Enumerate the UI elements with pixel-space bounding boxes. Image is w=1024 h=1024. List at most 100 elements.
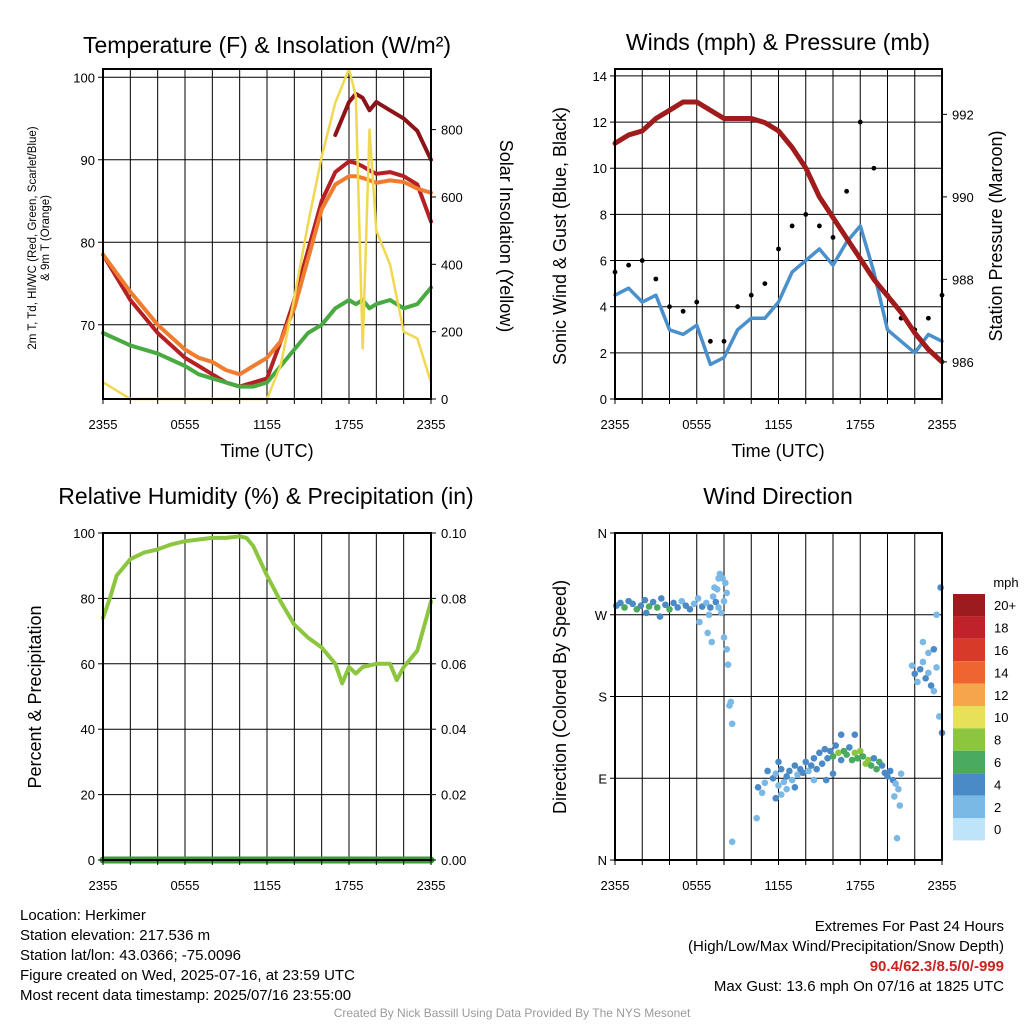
humidity-y-tick-label: 80 xyxy=(81,591,95,606)
speed-legend-label: 20+ xyxy=(994,598,1016,613)
direction-point xyxy=(822,776,830,784)
gust-point xyxy=(925,315,931,321)
humidity-x-tick-label: 2355 xyxy=(89,878,118,893)
direction-point xyxy=(935,713,943,720)
wind-direction-plot-frame xyxy=(614,532,943,861)
series-line-t9m xyxy=(101,174,433,377)
wind-direction-panel-title: Wind Direction xyxy=(703,483,853,509)
direction-point xyxy=(870,754,878,762)
humidity-y-tick-label: 20 xyxy=(81,788,95,803)
gust-point xyxy=(830,235,836,240)
direction-point xyxy=(649,598,657,606)
temperature-y2-tick-label: 0 xyxy=(441,392,448,407)
direction-point xyxy=(641,596,649,604)
temperature-y-label-line2: & 9m T (Orange) xyxy=(40,195,52,281)
series-line-rh xyxy=(101,534,433,686)
winds-y-tick-label: 6 xyxy=(600,254,607,269)
temperature-x-label: Time (UTC) xyxy=(220,441,313,461)
direction-point xyxy=(794,771,801,778)
speed-legend-swatch xyxy=(953,638,985,662)
temperature-x-tick-label: 1155 xyxy=(253,417,281,432)
max-gust: Max Gust: 13.6 mph On 07/16 at 1825 UTC xyxy=(713,978,1004,995)
direction-point xyxy=(826,747,834,755)
direction-point xyxy=(821,745,829,753)
humidity-y-label: Percent & Precipitation xyxy=(25,605,45,788)
winds-y-label: Sonic Wind & Gust (Blue, Black) xyxy=(550,107,570,365)
speed-legend-swatch xyxy=(953,616,985,639)
direction-point xyxy=(690,600,698,608)
direction-point xyxy=(775,782,782,789)
gust-point xyxy=(707,338,713,344)
direction-point xyxy=(643,609,650,617)
winds-y-tick-label: 8 xyxy=(600,207,607,222)
direction-point xyxy=(884,773,891,780)
speed-legend-swatch xyxy=(953,773,985,796)
direction-point xyxy=(758,789,766,797)
humidity-y2-tick-label: 0.08 xyxy=(441,591,466,606)
wind-direction-x-tick-label: 1155 xyxy=(765,878,793,893)
wind-direction-y-tick-label: N xyxy=(598,526,607,541)
wind-direction-y-label: Direction (Colored By Speed) xyxy=(550,580,570,814)
wind-direction-y-tick-label: N xyxy=(598,853,607,868)
winds-panel: Winds (mph) & Pressure (mb) Time (UTC) S… xyxy=(550,29,1006,461)
wind-direction-x-tick-label: 2355 xyxy=(928,878,957,893)
direction-point xyxy=(674,604,681,611)
direction-point xyxy=(892,780,899,787)
humidity-x-tick-label: 2355 xyxy=(417,878,446,893)
direction-point xyxy=(933,611,940,619)
station-elevation: Station elevation: 217.536 m xyxy=(20,927,211,944)
station-location: Location: Herkimer xyxy=(20,907,146,924)
series-line-td xyxy=(101,285,433,389)
direction-point xyxy=(678,597,686,605)
series-line-hi xyxy=(333,91,433,162)
humidity-y2-tick-label: 0.10 xyxy=(441,526,466,541)
direction-point xyxy=(656,613,664,620)
direction-point xyxy=(780,778,788,786)
direction-point xyxy=(666,606,673,613)
speed-legend-label: 10 xyxy=(994,710,1008,725)
gust-point xyxy=(694,299,700,305)
direction-point xyxy=(856,747,864,755)
speed-legend-label: 6 xyxy=(994,755,1001,770)
gust-point xyxy=(735,304,741,310)
direction-point xyxy=(621,604,628,611)
gust-point xyxy=(871,165,877,171)
speed-legend: mph 20+ 18 16 14 12 10 8 6 4 2 0 xyxy=(953,575,1019,841)
direction-point xyxy=(818,760,826,768)
direction-point xyxy=(925,649,932,657)
gust-point xyxy=(626,262,632,268)
winds-x-tick-label: 2355 xyxy=(601,417,630,432)
wind-direction-x-tick-label: 0555 xyxy=(682,878,711,893)
direction-point xyxy=(728,838,736,846)
direction-point xyxy=(832,742,840,749)
direction-point xyxy=(930,687,938,695)
speed-legend-swatch xyxy=(953,683,985,706)
direction-point xyxy=(854,754,861,762)
winds-x-tick-label: 1755 xyxy=(846,417,875,432)
direction-point xyxy=(617,599,624,607)
temperature-y2-tick-label: 400 xyxy=(441,257,463,272)
direction-point xyxy=(799,769,807,777)
direction-point xyxy=(810,776,818,784)
direction-point xyxy=(754,784,762,791)
speed-legend-label: 16 xyxy=(994,643,1008,658)
direction-point xyxy=(786,767,793,775)
direction-point xyxy=(764,767,771,775)
humidity-y-tick-label: 60 xyxy=(81,657,95,672)
direction-point xyxy=(895,785,902,793)
speed-legend-label: 12 xyxy=(994,688,1008,703)
direction-point xyxy=(772,794,780,802)
humidity-grid xyxy=(103,533,431,860)
humidity-y2-tick-label: 0.00 xyxy=(441,853,466,868)
solar-y-label: Solar Insolation (Yellow) xyxy=(496,140,516,332)
temperature-y2-tick-label: 600 xyxy=(441,190,463,205)
direction-point xyxy=(914,678,921,686)
speed-legend-label: 2 xyxy=(994,800,1001,815)
direction-point xyxy=(720,597,728,605)
direction-point xyxy=(717,609,725,617)
temperature-panel-title: Temperature (F) & Insolation (W/m²) xyxy=(83,32,451,58)
winds-y-tick-label: 2 xyxy=(600,346,607,361)
gust-point xyxy=(667,304,672,310)
gust-point xyxy=(776,246,781,252)
direction-point xyxy=(896,802,904,809)
